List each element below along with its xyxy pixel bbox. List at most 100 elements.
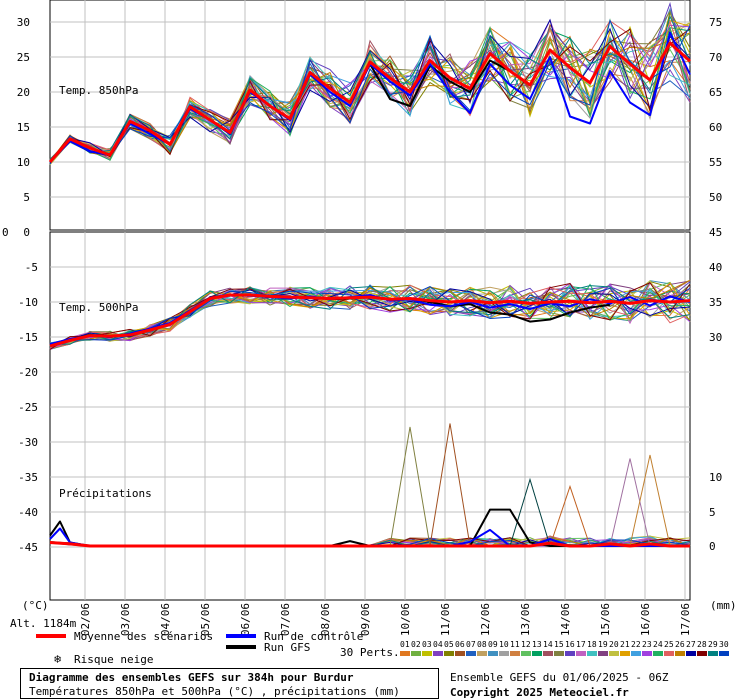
pert-number: 25: [664, 640, 674, 649]
x-tick-label: 17/06: [679, 603, 692, 636]
x-tick-label: 11/06: [439, 603, 452, 636]
x-tick-label: 04/06: [159, 603, 172, 636]
pert-swatch: [411, 651, 421, 656]
pert-swatch: [587, 651, 597, 656]
pert-swatch: [598, 651, 608, 656]
x-tick-label: 07/06: [279, 603, 292, 636]
upper-left-tick: 5: [23, 191, 30, 204]
pert-number: 04: [433, 640, 443, 649]
pert-swatch: [576, 651, 586, 656]
copyright: Copyright 2025 Meteociel.fr: [450, 686, 629, 699]
upper-panel-frame: [49, 0, 691, 231]
upper-right-tick: 55: [709, 156, 722, 169]
pert-number: 28: [697, 640, 707, 649]
upper-left-tick: 15: [17, 121, 30, 134]
pert-number: 16: [565, 640, 575, 649]
x-tick-label: 02/06: [79, 603, 92, 636]
upper-right-tick: 60: [709, 121, 722, 134]
precip-right-tick: 5: [709, 506, 716, 519]
x-tick-label: 05/06: [199, 603, 212, 636]
pert-number: 29: [708, 640, 718, 649]
lower-left-tick: -5: [25, 261, 38, 274]
upper-right-tick: 65: [709, 86, 722, 99]
upper-left-tick: 25: [17, 51, 30, 64]
legend-control-label: Run de contrôle: [264, 630, 363, 643]
mean-line-850: [48, 41, 692, 163]
y-unit-right: (mm): [710, 599, 737, 612]
x-tick-label: 09/06: [359, 603, 372, 636]
upper-right-tick: 75: [709, 16, 722, 29]
altitude-label: Alt. 1184m: [10, 617, 77, 630]
lower-right-tick: 30: [709, 331, 722, 344]
precip-panel-label: Précipitations: [59, 487, 152, 500]
upper-right-tick: 50: [709, 191, 722, 204]
pert-number: 01: [400, 640, 410, 649]
chart-title: Diagramme des ensembles GEFS sur 384h po…: [29, 671, 354, 684]
x-tick-label: 06/06: [239, 603, 252, 636]
precip-right-tick: 10: [709, 471, 722, 484]
pert-swatch: [565, 651, 575, 656]
pert-swatch: [675, 651, 685, 656]
pert-number: 05: [444, 640, 454, 649]
lower-right-tick: 40: [709, 261, 722, 274]
x-tick-label: 16/06: [639, 603, 652, 636]
pert-swatch: [631, 651, 641, 656]
y-unit-left: (°C): [22, 599, 49, 612]
run-info: Ensemble GEFS du 01/06/2025 - 06Z: [450, 671, 669, 684]
x-tick-label: 08/06: [319, 603, 332, 636]
pert-number: 26: [675, 640, 685, 649]
pert-number: 06: [455, 640, 465, 649]
ensemble-member-500: [49, 284, 691, 349]
legend-perts-label: 30 Perts.: [340, 646, 400, 659]
upper-zero-tick: 0: [2, 226, 9, 239]
snowflake-icon: ❄: [54, 652, 61, 666]
upper-left-tick: 30: [17, 16, 30, 29]
precip-peak-member: [389, 426, 431, 547]
upper-left-tick: 20: [17, 86, 30, 99]
legend-mean-label: Moyenne des scénarios: [74, 630, 213, 643]
pert-swatch: [664, 651, 674, 656]
lower-left-tick: -30: [18, 436, 38, 449]
pert-number: 12: [521, 640, 531, 649]
precip-peak-member: [609, 458, 651, 547]
pert-number: 10: [499, 640, 509, 649]
pert-number: 18: [587, 640, 597, 649]
lower-panel-label: Temp. 500hPa: [59, 301, 138, 314]
x-tick-label: 15/06: [599, 603, 612, 636]
lower-left-tick: -20: [18, 366, 38, 379]
pert-swatch: [466, 651, 476, 656]
mean-line-precip: [49, 541, 690, 548]
pert-number: 27: [686, 640, 696, 649]
precip-peak-member: [429, 423, 471, 547]
pert-number: 19: [598, 640, 608, 649]
lower-right-tick: 35: [709, 296, 722, 309]
x-tick-label: 10/06: [399, 603, 412, 636]
lower-left-tick: -45: [18, 541, 38, 554]
precip-peak-member: [509, 477, 551, 547]
pert-swatch: [521, 651, 531, 656]
pert-swatch: [499, 651, 509, 656]
pert-swatch: [422, 651, 432, 656]
pert-swatch: [697, 651, 707, 656]
lower-left-tick: -35: [18, 471, 38, 484]
pert-number: 03: [422, 640, 432, 649]
pert-swatch: [477, 651, 487, 656]
pert-number: 13: [532, 640, 542, 649]
lower-left-tick: -15: [18, 331, 38, 344]
pert-number: 09: [488, 640, 498, 649]
ensemble-member-500: [49, 282, 691, 350]
pert-swatch: [455, 651, 465, 656]
pert-number: 11: [510, 640, 520, 649]
pert-swatch: [620, 651, 630, 656]
pert-swatch: [488, 651, 498, 656]
pert-swatch: [532, 651, 542, 656]
x-tick-label: 14/06: [559, 603, 572, 636]
pert-number: 22: [631, 640, 641, 649]
pert-number: 23: [642, 640, 652, 649]
pert-number: 20: [609, 640, 619, 649]
lower-left-tick: -25: [18, 401, 38, 414]
precip-peak-member: [549, 484, 591, 547]
pert-number: 30: [719, 640, 729, 649]
x-tick-label: 13/06: [519, 603, 532, 636]
